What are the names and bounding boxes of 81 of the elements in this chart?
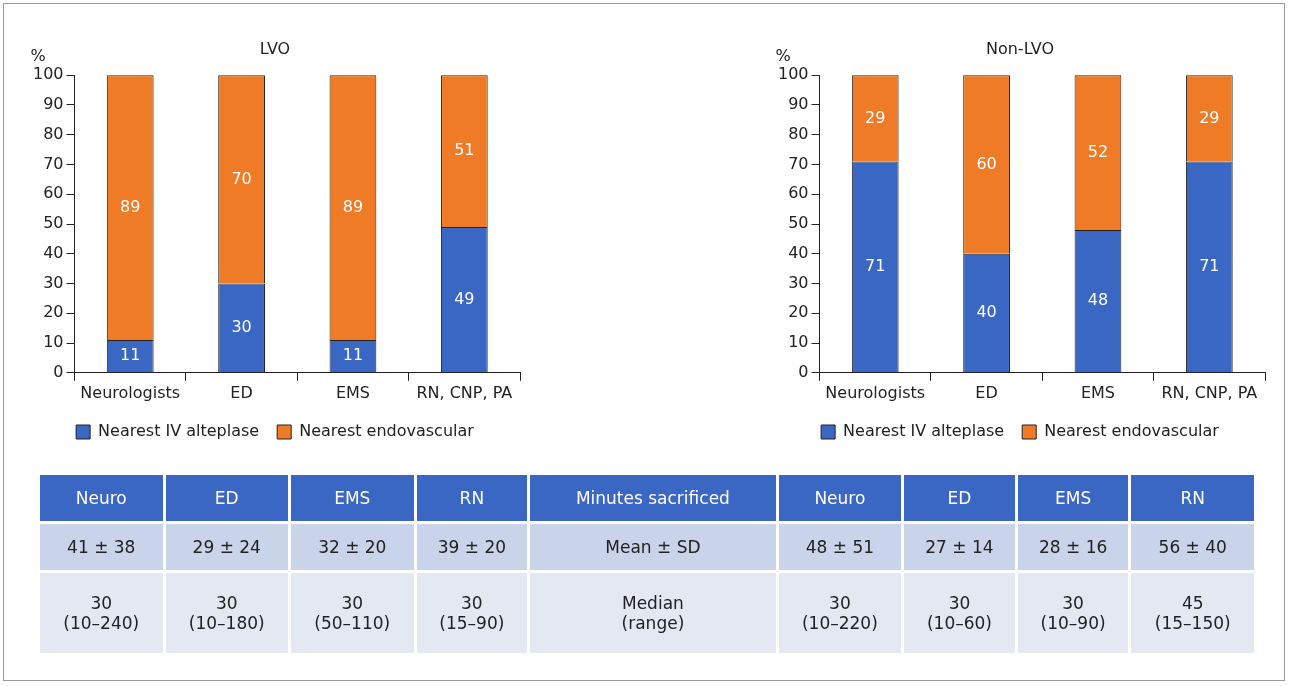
category-label: Neuro [778, 475, 902, 521]
text: 30 (10–90) [1017, 573, 1129, 653]
y-tick-label: 20 [788, 302, 809, 322]
y-tick-label: 0 [798, 361, 809, 381]
text: 29 ± 24 [165, 524, 289, 570]
data-label: 30 [231, 317, 252, 337]
text: 27 ± 14 [904, 524, 1015, 570]
y-tick-label: 0 [53, 361, 64, 381]
data-label: 48 [1087, 290, 1109, 310]
text: 48 ± 51 [778, 524, 902, 570]
category-label: ED [904, 475, 1015, 521]
text: 41 ± 38 [40, 524, 163, 570]
y-tick-label: 40 [788, 242, 809, 262]
category-label: Neuro [40, 475, 163, 521]
y-tick-label: 80 [43, 123, 64, 143]
y-tick-label: 90 [43, 94, 64, 114]
data-label: 40 [976, 302, 997, 322]
category-label: Minutes sacrificed [530, 475, 776, 521]
data-label: 49 [454, 288, 475, 308]
y-tick-label: 30 [43, 272, 64, 292]
text: 28 ± 16 [1017, 524, 1129, 570]
category-label: EMS [291, 475, 414, 521]
y-tick-label: 60 [43, 183, 64, 203]
y-tick-label: 70 [788, 153, 809, 173]
text: 30 (10–220) [778, 573, 902, 653]
x-tick-label: RN, CNP, PA [416, 382, 513, 402]
category-label: RN [416, 475, 528, 521]
data-label: 29 [1199, 107, 1220, 127]
y-tick-label: 100 [32, 64, 64, 84]
text: 30 (50–110) [291, 573, 414, 653]
data-label: 11 [342, 345, 364, 365]
text: 30 (10–180) [165, 573, 289, 653]
y-tick-label: 10 [43, 332, 64, 352]
y-tick-label: 80 [788, 123, 809, 143]
x-tick-label: EMS [1080, 382, 1115, 402]
y-tick-label: 30 [788, 272, 809, 292]
text: 56 ± 40 [1131, 524, 1254, 570]
data-label: 51 [454, 140, 475, 160]
text: Median (range) [530, 573, 776, 653]
x-tick-label: ED [975, 382, 998, 402]
text: 30 (10–60) [904, 573, 1015, 653]
text: 30 (15–90) [416, 573, 528, 653]
y-axis-title: % [30, 46, 46, 66]
legend-label: Nearest IV alteplase [98, 421, 260, 441]
data-label: 60 [976, 153, 997, 173]
y-tick-label: 10 [788, 332, 809, 352]
y-axis-title: % [775, 46, 791, 66]
x-tick-label: ED [230, 382, 253, 402]
data-label: 71 [1199, 256, 1220, 276]
data-label: 11 [120, 345, 141, 365]
text: 32 ± 20 [291, 524, 414, 570]
legend-label: Nearest endovascular [1044, 421, 1220, 441]
data-label: 70 [231, 168, 252, 188]
y-tick-label: 100 [777, 64, 809, 84]
x-tick-label: Neurologists [825, 382, 926, 402]
data-label: 52 [1087, 141, 1109, 161]
legend-label: Nearest IV alteplase [843, 421, 1005, 441]
data-label: 71 [865, 256, 886, 276]
y-tick-label: 50 [788, 213, 809, 233]
y-tick-label: 50 [43, 213, 64, 233]
category-label: ED [165, 475, 289, 521]
x-tick-label: EMS [335, 382, 370, 402]
x-tick-label: Neurologists [80, 382, 181, 402]
category-label: RN [1131, 475, 1254, 521]
text: 39 ± 20 [416, 524, 528, 570]
y-tick-label: 40 [43, 242, 64, 262]
chart-title: LVO [259, 38, 291, 58]
category-label: EMS [1017, 475, 1129, 521]
text: 30 (10–240) [40, 573, 163, 653]
y-tick-label: 90 [788, 94, 809, 114]
chart-title: Non-LVO [985, 38, 1055, 58]
x-tick-label: RN, CNP, PA [1161, 382, 1258, 402]
y-tick-label: 20 [43, 302, 64, 322]
text: 45 (15–150) [1131, 573, 1254, 653]
text: Mean ± SD [530, 524, 776, 570]
y-tick-label: 70 [43, 153, 64, 173]
data-label: 89 [120, 196, 141, 216]
legend-label: Nearest endovascular [299, 421, 475, 441]
data-label: 89 [342, 196, 364, 216]
y-tick-label: 60 [788, 183, 809, 203]
data-label: 29 [865, 107, 886, 127]
